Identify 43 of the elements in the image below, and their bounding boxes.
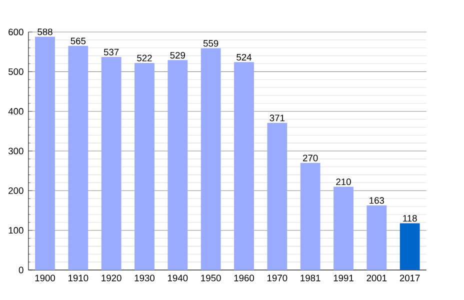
data-label: 565 <box>70 38 86 44</box>
data-label: 270 <box>303 154 318 162</box>
bar <box>400 223 420 270</box>
x-tick-label: 1981 <box>300 274 320 282</box>
x-tick-label: 1960 <box>234 274 254 282</box>
bar <box>200 48 221 270</box>
x-tick-label: 1991 <box>334 274 354 282</box>
x-tick-label: 1910 <box>68 274 88 282</box>
data-label: 371 <box>270 114 284 122</box>
y-tick-label: 300 <box>8 148 24 154</box>
bar <box>134 62 154 270</box>
bar <box>267 122 288 270</box>
x-tick-label: 1950 <box>201 274 221 282</box>
bar <box>334 186 354 270</box>
data-label: 118 <box>403 215 417 222</box>
data-label: 537 <box>104 48 119 56</box>
data-label: 210 <box>336 178 351 186</box>
x-tick-label: 1920 <box>102 274 122 282</box>
bar <box>68 46 88 270</box>
data-label: 529 <box>170 52 186 59</box>
bar <box>300 162 320 270</box>
y-tick-label: 500 <box>8 68 24 75</box>
bar <box>168 60 188 270</box>
data-label: 559 <box>203 40 218 47</box>
x-tick-label: 1930 <box>134 274 155 282</box>
data-label: 522 <box>137 54 152 62</box>
y-tick-label: 600 <box>8 28 24 36</box>
bar <box>35 36 55 270</box>
y-tick-label: 200 <box>8 187 24 194</box>
data-label: 163 <box>370 197 384 204</box>
bar <box>234 62 254 270</box>
data-label: 524 <box>236 54 252 61</box>
bar <box>366 205 387 270</box>
x-tick-label: 1900 <box>35 274 56 282</box>
x-tick-label: 1970 <box>268 274 288 282</box>
x-tick-label: 2001 <box>366 274 387 282</box>
bar <box>101 57 122 270</box>
x-tick-label: 2017 <box>400 274 420 282</box>
y-tick-label: 0 <box>18 266 24 274</box>
x-tick-label: 1940 <box>168 274 188 282</box>
data-label: 588 <box>38 28 52 36</box>
y-tick-label: 400 <box>8 108 24 115</box>
y-tick-label: 100 <box>8 227 24 234</box>
